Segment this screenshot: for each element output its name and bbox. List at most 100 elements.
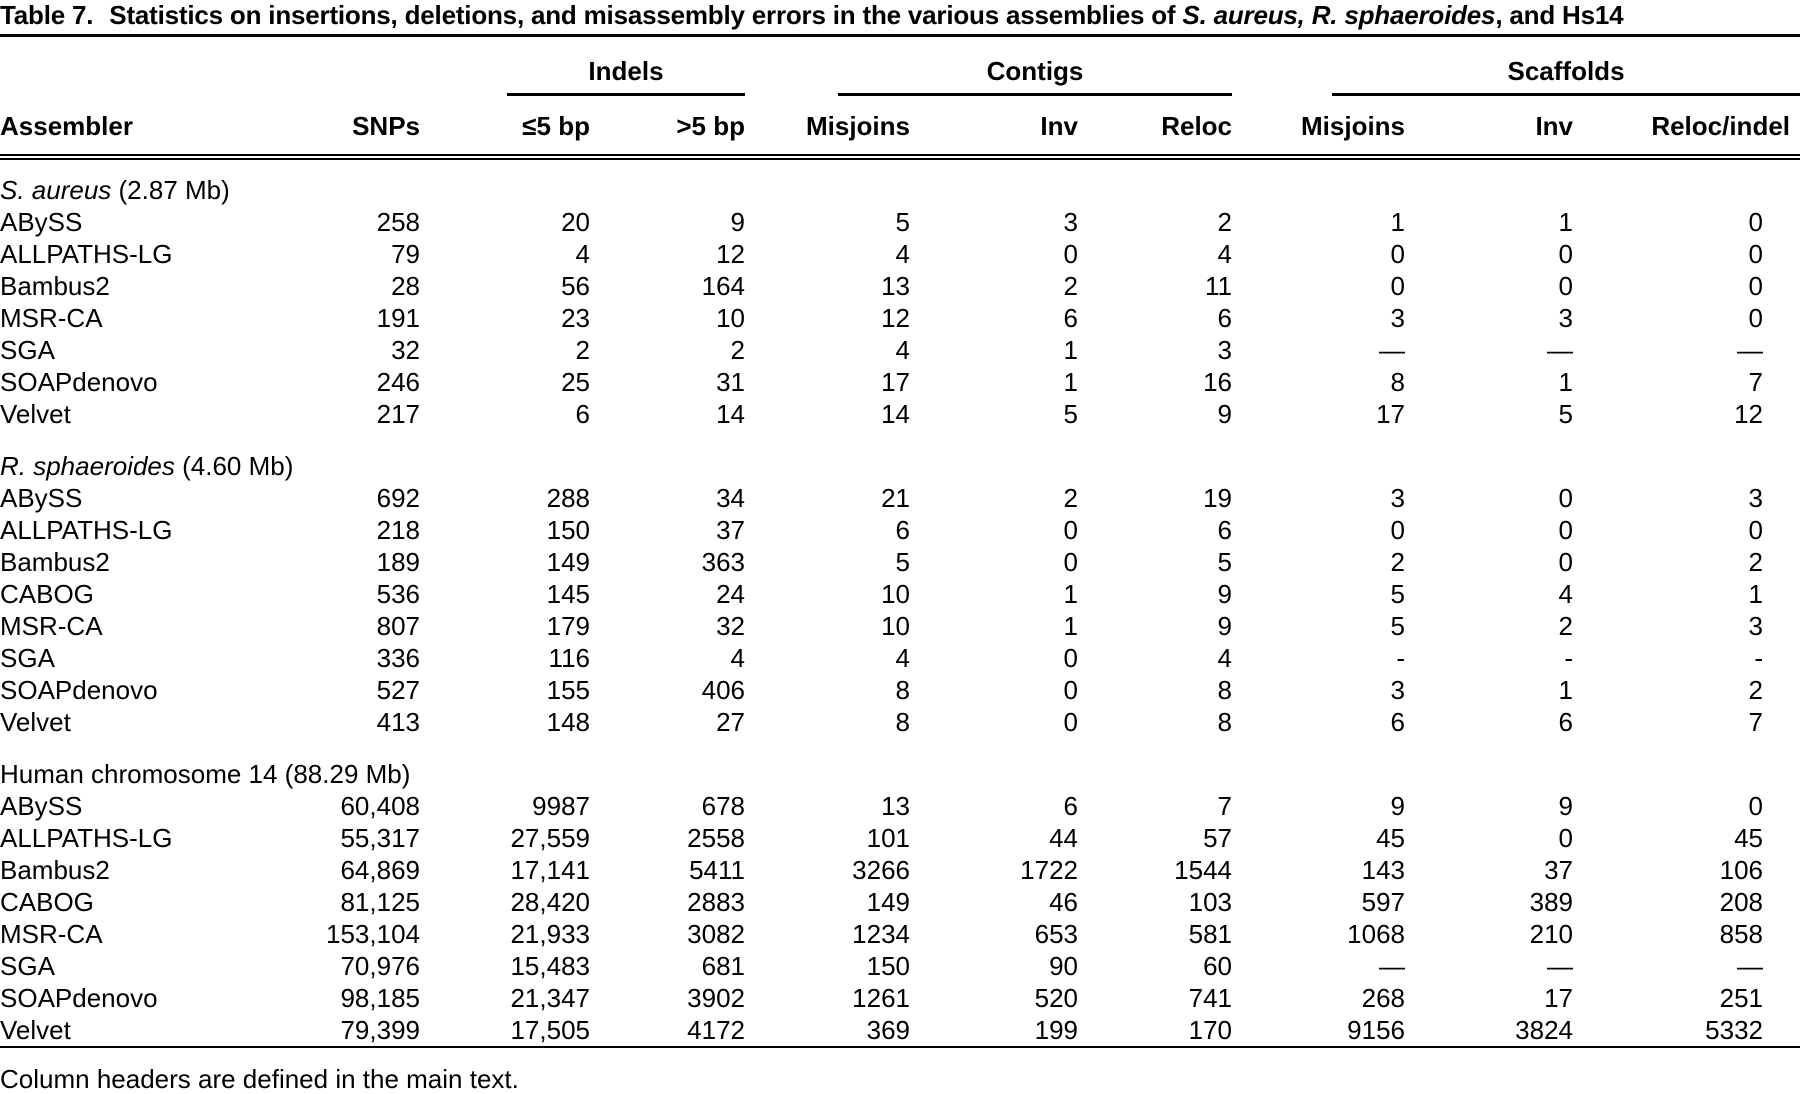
- cell-contigs-reloc: 6: [1217, 303, 1233, 333]
- cell-contigs-reloc: 8: [1217, 675, 1233, 705]
- cell-snps: 55,317: [340, 823, 420, 853]
- assembler-name: ALLPATHS-LG: [0, 239, 173, 269]
- cell-indels-le5bp: 27,559: [510, 823, 590, 853]
- section-header-row: S. aureus (2.87 Mb): [0, 157, 1800, 206]
- data-row: SOAPdenovo 98,185 21,347 3902 1261 520 741 268 1…: [0, 982, 1800, 1014]
- cell-indels-le5bp: 145: [546, 579, 590, 609]
- cell-indels-gt5bp: 4172: [687, 1015, 745, 1045]
- cell-contigs-misjoins: 13: [881, 271, 910, 301]
- cell-scaffolds-reloc-indel: 0: [1748, 271, 1764, 301]
- cell-snps: 79,399: [340, 1015, 420, 1045]
- header-assembler: Assembler: [0, 96, 225, 160]
- cell-indels-gt5bp: 2: [730, 335, 745, 365]
- cell-contigs-misjoins: 3266: [852, 855, 910, 885]
- cell-contigs-inv: 520: [1034, 983, 1078, 1013]
- cell-indels-le5bp: 150: [546, 515, 590, 545]
- header-indels-gt5bp: >5 bp: [590, 96, 745, 160]
- cell-snps: 32: [391, 335, 420, 365]
- assembler-name: SOAPdenovo: [0, 983, 158, 1013]
- header-scaffolds-misjoins: Misjoins: [1232, 96, 1406, 160]
- title-text-after: , and Hs14: [1495, 0, 1624, 30]
- data-row: MSR-CA 153,104 21,933 3082 1234 653 581 1068 210…: [0, 918, 1800, 950]
- data-row: ABySS 258 20 9 5 3 2 1 1 0: [0, 206, 1800, 238]
- cell-snps: 60,408: [340, 791, 420, 821]
- data-row: Velvet 413 148 27 8 0 8 6 6 7: [0, 706, 1800, 738]
- cell-scaffolds-misjoins: 597: [1361, 887, 1406, 917]
- cell-contigs-inv: 1: [1063, 335, 1078, 365]
- cell-indels-gt5bp: 31: [716, 367, 745, 397]
- cell-indels-gt5bp: 9: [730, 207, 745, 237]
- cell-scaffolds-misjoins: —: [1379, 335, 1406, 365]
- header-snps: SNPs: [225, 96, 420, 160]
- cell-contigs-inv: 0: [1063, 547, 1078, 577]
- cell-indels-le5bp: 6: [575, 399, 590, 429]
- cell-snps: 258: [376, 207, 420, 237]
- cell-scaffolds-misjoins: 3: [1390, 675, 1406, 705]
- title-text-before: Statistics on insertions, deletions, and…: [109, 0, 1183, 30]
- cell-indels-le5bp: 23: [561, 303, 590, 333]
- assembler-name: Velvet: [0, 399, 71, 429]
- data-row: Bambus2 28 56 164 13 2 11 0 0 0: [0, 270, 1800, 302]
- cell-snps: 807: [376, 611, 420, 641]
- cell-scaffolds-inv: 0: [1558, 515, 1574, 545]
- cell-scaffolds-inv: 210: [1529, 919, 1574, 949]
- cell-contigs-reloc: 1544: [1174, 855, 1233, 885]
- cell-contigs-inv: 6: [1063, 791, 1078, 821]
- title-rule: [0, 34, 1800, 37]
- cell-scaffolds-inv: 3: [1558, 303, 1574, 333]
- cell-indels-gt5bp: 34: [716, 483, 745, 513]
- assembler-name: CABOG: [0, 887, 94, 917]
- section-title: S. aureus (2.87 Mb): [0, 175, 230, 205]
- cell-snps: 217: [376, 399, 420, 429]
- data-row: SOAPdenovo 527 155 406 8 0 8 3 1 2: [0, 674, 1800, 706]
- assembler-name: Bambus2: [0, 855, 110, 885]
- cell-indels-gt5bp: 10: [716, 303, 745, 333]
- cell-scaffolds-reloc-indel: 2: [1748, 675, 1764, 705]
- group-contigs-cell: Contigs: [745, 37, 1233, 96]
- data-row: Bambus2 189 149 363 5 0 5 2 0 2: [0, 546, 1800, 578]
- data-row: SGA 32 2 2 4 1 3 — — —: [0, 334, 1800, 366]
- cell-indels-gt5bp: 27: [716, 707, 745, 737]
- cell-contigs-reloc: 19: [1203, 483, 1233, 513]
- cell-contigs-reloc: 5: [1217, 547, 1233, 577]
- cell-indels-le5bp: 21,933: [510, 919, 590, 949]
- cell-scaffolds-reloc-indel: 45: [1734, 823, 1764, 853]
- assembler-name: Bambus2: [0, 547, 110, 577]
- cell-contigs-misjoins: 4: [895, 643, 910, 673]
- cell-scaffolds-misjoins: 143: [1361, 855, 1406, 885]
- cell-contigs-misjoins: 13: [881, 791, 910, 821]
- cell-indels-le5bp: 15,483: [510, 951, 590, 981]
- cell-scaffolds-misjoins: 45: [1376, 823, 1406, 853]
- assembler-name: ALLPATHS-LG: [0, 515, 173, 545]
- data-row: Velvet 217 6 14 14 5 9 17 5 12: [0, 398, 1800, 430]
- cell-scaffolds-misjoins: 5: [1390, 611, 1406, 641]
- cell-scaffolds-misjoins: 3: [1390, 483, 1406, 513]
- cell-contigs-reloc: 9: [1217, 579, 1233, 609]
- cell-contigs-inv: 653: [1034, 919, 1078, 949]
- cell-contigs-inv: 0: [1063, 643, 1078, 673]
- cell-contigs-reloc: 741: [1188, 983, 1233, 1013]
- data-row: CABOG 536 145 24 10 1 9 5 4 1: [0, 578, 1800, 610]
- section-species-name: R. sphaeroides: [0, 451, 175, 481]
- column-header-row: Assembler SNPs ≤5 bp >5 bp Misjoins Inv …: [0, 96, 1800, 160]
- cell-scaffolds-reloc-indel: 251: [1719, 983, 1764, 1013]
- cell-contigs-misjoins: 1261: [852, 983, 910, 1013]
- cell-scaffolds-reloc-indel: 1: [1748, 579, 1764, 609]
- cell-indels-gt5bp: 24: [716, 579, 745, 609]
- cell-scaffolds-reloc-indel: —: [1737, 951, 1764, 981]
- cell-indels-gt5bp: 3082: [687, 919, 745, 949]
- cell-scaffolds-inv: 1: [1558, 367, 1574, 397]
- header-contigs-misjoins: Misjoins: [745, 96, 910, 160]
- cell-scaffolds-misjoins: 17: [1376, 399, 1406, 429]
- cell-contigs-inv: 1722: [1020, 855, 1078, 885]
- cell-scaffolds-reloc-indel: 3: [1748, 483, 1764, 513]
- cell-contigs-inv: 0: [1063, 239, 1078, 269]
- cell-contigs-inv: 90: [1049, 951, 1078, 981]
- cell-indels-gt5bp: 406: [701, 675, 745, 705]
- cell-contigs-reloc: 11: [1205, 271, 1233, 301]
- cell-scaffolds-misjoins: 0: [1390, 239, 1406, 269]
- cell-scaffolds-inv: 6: [1558, 707, 1574, 737]
- cell-indels-le5bp: 148: [546, 707, 590, 737]
- cell-scaffolds-misjoins: 5: [1390, 579, 1406, 609]
- assembler-name: Bambus2: [0, 271, 110, 301]
